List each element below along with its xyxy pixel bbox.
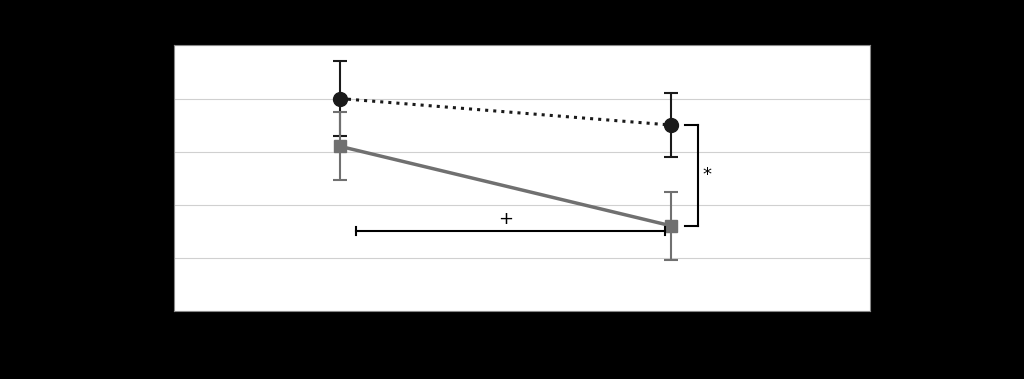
Y-axis label: Baseline Stress VAS Score: Baseline Stress VAS Score: [121, 70, 138, 286]
Text: *: *: [702, 166, 712, 185]
X-axis label: Day of visit: Day of visit: [471, 345, 573, 363]
Text: +: +: [498, 210, 513, 228]
